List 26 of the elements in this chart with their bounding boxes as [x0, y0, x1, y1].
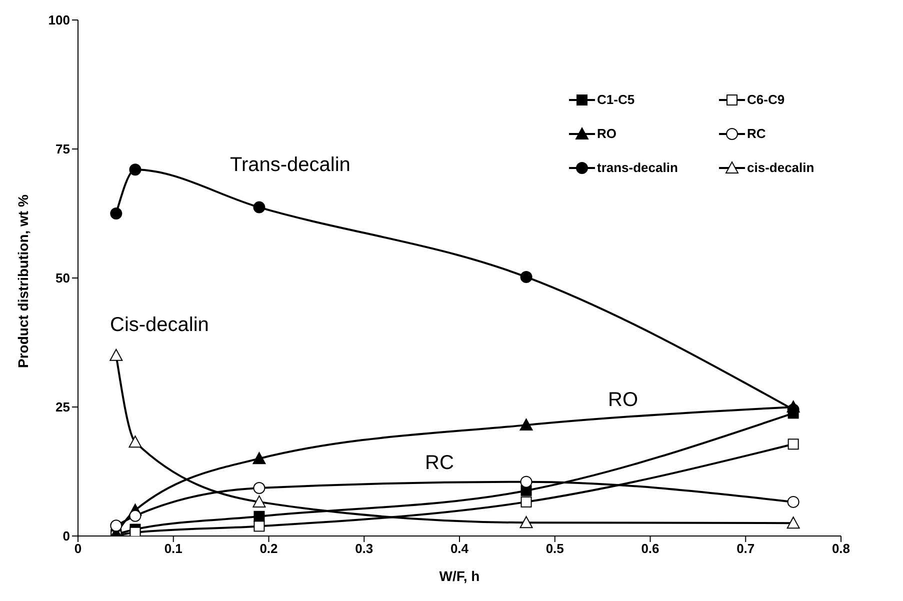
- x-tick-label: 0: [74, 541, 82, 556]
- legend-label: C6-C9: [747, 92, 785, 107]
- x-tick-label: 0.3: [355, 541, 374, 556]
- y-tick-label: 100: [48, 12, 70, 28]
- legend-label: C1-C5: [597, 92, 635, 107]
- legend-label: cis-decalin: [747, 160, 814, 175]
- legend-label: RO: [597, 126, 616, 141]
- y-tick-label: 50: [56, 270, 70, 286]
- x-tick-label: 0.1: [164, 541, 182, 556]
- x-axis-title: W/F, h: [439, 568, 480, 584]
- legend-label: RC: [747, 126, 766, 141]
- y-tick-label: 25: [56, 400, 70, 415]
- annotation: RO: [608, 389, 638, 412]
- y-tick-label: 0: [62, 528, 70, 544]
- x-tick-label: 0.2: [260, 541, 278, 556]
- x-tick-label: 0.5: [546, 541, 564, 556]
- annotation: RC: [425, 452, 454, 475]
- x-tick-label: 0.8: [832, 541, 850, 556]
- annotation: Trans-decalin: [230, 154, 350, 177]
- x-tick-label: 0.7: [736, 541, 755, 556]
- legend-label: trans-decalin: [597, 160, 678, 175]
- x-tick-label: 0.4: [450, 541, 470, 556]
- annotation: Cis-decalin: [110, 314, 209, 337]
- x-tick-label: 0.6: [641, 541, 660, 556]
- y-axis-title: Product distribution, wt %: [14, 194, 31, 368]
- y-tick-label: 75: [56, 142, 70, 157]
